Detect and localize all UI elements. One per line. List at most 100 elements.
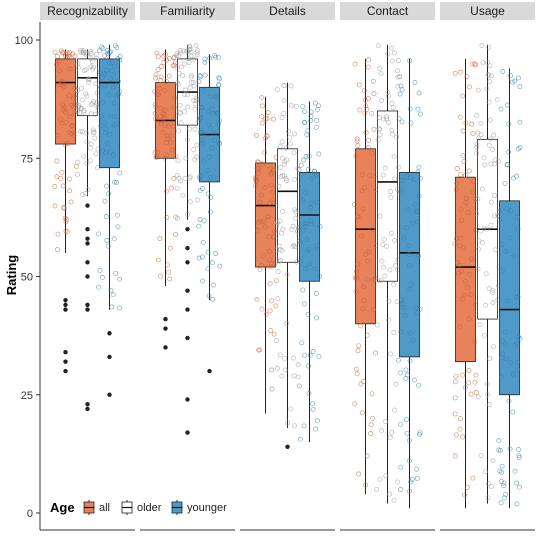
jitter-point xyxy=(113,93,119,99)
jitter-point xyxy=(152,101,158,107)
jitter-point xyxy=(177,110,183,116)
jitter-point xyxy=(386,298,392,304)
jitter-point xyxy=(508,208,513,214)
jitter-point xyxy=(506,149,511,155)
jitter-point xyxy=(305,167,311,172)
jitter-point xyxy=(117,276,123,282)
jitter-point xyxy=(396,164,401,170)
jitter-point xyxy=(110,152,116,158)
jitter-point xyxy=(88,51,94,56)
jitter-point xyxy=(309,200,315,206)
jitter-point xyxy=(461,158,467,164)
jitter-point xyxy=(389,430,395,435)
jitter-point xyxy=(298,162,304,168)
jitter-point xyxy=(171,105,177,110)
jitter-point xyxy=(91,130,97,136)
jitter-point xyxy=(301,301,307,307)
jitter-point xyxy=(63,228,69,234)
jitter-point xyxy=(108,114,114,120)
jitter-point xyxy=(174,65,180,71)
jitter-point xyxy=(195,48,201,54)
jitter-point xyxy=(200,141,206,146)
jitter-point xyxy=(201,218,207,224)
jitter-point xyxy=(100,148,106,154)
jitter-point xyxy=(108,149,113,155)
jitter-point xyxy=(410,337,416,343)
jitter-point xyxy=(490,458,496,464)
jitter-point xyxy=(476,135,482,141)
jitter-point xyxy=(369,391,375,397)
jitter-point xyxy=(99,114,104,120)
jitter-point xyxy=(475,266,481,272)
jitter-point xyxy=(452,395,458,401)
jitter-point xyxy=(276,183,282,189)
jitter-point xyxy=(354,275,359,281)
jitter-point xyxy=(153,154,159,160)
jitter-point xyxy=(404,225,410,230)
jitter-point xyxy=(389,45,395,51)
jitter-point xyxy=(261,218,267,224)
jitter-point xyxy=(475,394,481,400)
jitter-point xyxy=(486,99,492,105)
jitter-point xyxy=(395,479,400,485)
outlier-point xyxy=(63,307,68,312)
jitter-point xyxy=(504,102,510,108)
jitter-point xyxy=(516,75,521,81)
outlier-point xyxy=(163,316,168,322)
jitter-point xyxy=(270,197,275,203)
jitter-point xyxy=(490,300,496,305)
jitter-point xyxy=(498,106,504,112)
jitter-point xyxy=(262,224,268,230)
jitter-point xyxy=(398,329,404,335)
jitter-point xyxy=(291,150,297,156)
jitter-point xyxy=(478,228,484,234)
jitter-point xyxy=(176,52,182,58)
jitter-point xyxy=(466,84,472,90)
jitter-point xyxy=(374,486,380,492)
jitter-point xyxy=(499,268,505,274)
jitter-point xyxy=(497,217,503,223)
jitter-point xyxy=(407,330,413,336)
jitter-point xyxy=(64,50,70,56)
jitter-point xyxy=(452,453,458,459)
outlier-point xyxy=(85,274,90,279)
jitter-point xyxy=(452,70,458,76)
jitter-point xyxy=(107,60,113,66)
jitter-point xyxy=(67,114,73,120)
jitter-point xyxy=(284,157,290,163)
jitter-point xyxy=(187,126,192,132)
jitter-point xyxy=(459,217,464,223)
jitter-point xyxy=(279,155,285,161)
jitter-point xyxy=(373,350,379,356)
jitter-point xyxy=(75,108,80,114)
jitter-point xyxy=(79,97,85,103)
jitter-point xyxy=(414,475,420,481)
jitter-point xyxy=(284,321,290,327)
jitter-point xyxy=(58,117,64,123)
jitter-point xyxy=(400,305,406,310)
jitter-point xyxy=(363,130,369,136)
jitter-point xyxy=(67,51,73,57)
jitter-point xyxy=(288,103,294,109)
jitter-point xyxy=(507,446,513,452)
jitter-point xyxy=(78,105,84,111)
jitter-point xyxy=(107,131,112,137)
jitter-point xyxy=(501,480,507,486)
jitter-point xyxy=(257,218,263,224)
y-tick-label: 50 xyxy=(21,272,33,284)
jitter-point xyxy=(72,85,78,91)
jitter-point xyxy=(313,124,319,130)
jitter-point xyxy=(274,247,280,253)
jitter-point xyxy=(479,186,485,192)
jitter-point xyxy=(354,371,360,377)
jitter-point xyxy=(393,381,399,387)
jitter-point xyxy=(480,60,486,66)
jitter-point xyxy=(88,111,94,117)
jitter-point xyxy=(379,428,385,434)
jitter-point xyxy=(504,206,510,212)
jitter-point xyxy=(279,373,285,379)
jitter-point xyxy=(388,351,393,357)
jitter-point xyxy=(93,81,99,87)
jitter-point xyxy=(363,482,369,488)
jitter-point xyxy=(416,90,422,96)
